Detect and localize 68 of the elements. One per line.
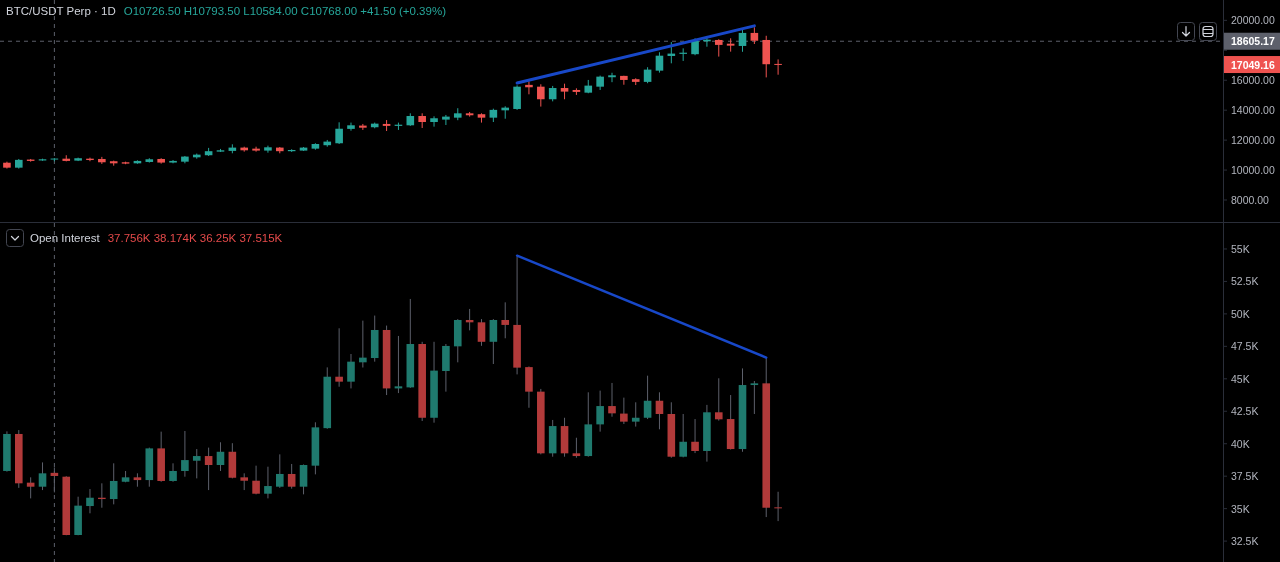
annotation: 37.756K 38.174K 36.25K 37.515K [107,232,283,244]
candlestick [26,476,35,499]
candlestick [359,320,367,369]
candlestick [38,461,47,491]
candlestick [204,447,213,491]
text: Open Interest [30,232,101,244]
ref-line-label: 18605.17 [1231,35,1275,48]
candlestick [335,327,343,388]
candlestick [596,390,604,433]
y-tick-label: 20000.00 [1231,14,1275,27]
chart-title: BTC/USDT Perp · 1D [6,5,116,17]
candlestick [216,441,225,472]
y-tick-label: 50K [1231,307,1250,320]
candlestick [299,463,308,495]
candlestick [442,114,450,126]
candlestick [714,377,723,422]
y-tick-label: 47.5K [1231,340,1259,353]
candlestick [276,453,284,489]
text: 17049.16 [1231,58,1275,71]
candlestick [738,29,747,53]
candlestick [774,58,782,76]
y-tick-label: 45K [1231,372,1250,385]
candlestick [726,37,735,53]
y-tick-label: 10000.00 [1231,164,1275,177]
candlestick [679,413,687,458]
candlestick [537,83,545,108]
y-tick-label: 32.5K [1231,535,1259,548]
candlestick [750,380,759,415]
y-tick-label: 16000.00 [1231,74,1275,87]
candlestick [489,318,498,365]
candlestick [608,72,616,83]
candlestick [252,146,260,153]
y-tick-label: 8000.00 [1231,193,1270,206]
y-tick-label: 35K [1231,502,1250,515]
y-tick-label: 42.5K [1231,405,1259,418]
candlestick [347,122,355,132]
annotation: O10726.50 H10793.50 L10584.00 C10768.00 +41.50 (+0.39%) [123,5,447,17]
candlestick [620,75,628,86]
candlestick [620,397,628,425]
candlestick [608,382,616,418]
candlestick [691,418,699,454]
candlestick [477,318,486,347]
y-tick-label: 52.5K [1231,275,1259,288]
candlestick [347,353,355,389]
y-tick-label: 37.5K [1231,470,1259,483]
candlestick [109,462,118,505]
candlestick [335,121,343,145]
y-tick-label: 55K [1231,242,1250,255]
candlestick [774,491,782,522]
candlestick [287,463,296,490]
candlestick [169,462,177,483]
y-tick-label: 12000.00 [1231,134,1275,147]
candlestick [264,466,272,499]
y-tick-label: 14000.00 [1231,104,1275,117]
candlestick [655,391,664,430]
candlestick [631,401,640,428]
candlestick [252,465,260,495]
candlestick [501,301,510,339]
candlestick [513,84,521,111]
candlestick [192,448,201,479]
y-tick-label: 40K [1231,437,1250,450]
candlestick [643,375,652,420]
candlestick [655,51,664,74]
candlestick [181,430,189,478]
candlestick [359,123,367,131]
candlestick [572,437,581,459]
candlestick [430,115,438,128]
candlestick [86,488,94,514]
